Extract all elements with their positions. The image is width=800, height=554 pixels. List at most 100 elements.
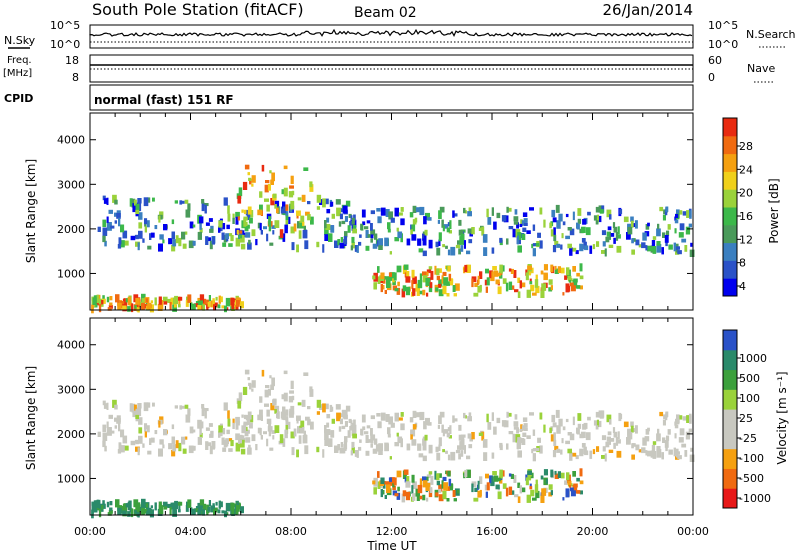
data-cell bbox=[187, 203, 191, 211]
data-cell bbox=[381, 490, 385, 495]
data-cell bbox=[529, 472, 531, 481]
data-cell bbox=[264, 198, 269, 202]
data-cell bbox=[255, 444, 258, 451]
data-cell bbox=[608, 449, 614, 453]
data-cell bbox=[178, 442, 182, 452]
data-cell bbox=[344, 421, 348, 427]
data-cell bbox=[540, 494, 545, 503]
nsky-panel bbox=[89, 24, 694, 49]
data-cell bbox=[189, 221, 194, 229]
data-cell bbox=[238, 392, 243, 402]
data-cell bbox=[112, 399, 117, 408]
data-cell bbox=[552, 245, 557, 253]
data-cell bbox=[208, 295, 211, 302]
data-cell bbox=[487, 217, 492, 225]
data-cell bbox=[554, 265, 557, 270]
data-cell bbox=[270, 403, 275, 411]
data-cell bbox=[110, 430, 115, 434]
data-cell bbox=[511, 285, 515, 290]
data-cell bbox=[595, 220, 599, 225]
data-cell bbox=[339, 213, 343, 220]
x-tick-label: 12:00 bbox=[376, 525, 408, 538]
data-cell bbox=[523, 423, 528, 428]
data-cell bbox=[400, 218, 405, 226]
data-cell bbox=[120, 445, 125, 453]
data-cell bbox=[388, 481, 393, 486]
data-cell bbox=[282, 438, 286, 447]
x-tick-label: 00:00 bbox=[74, 525, 106, 538]
data-cell bbox=[235, 216, 239, 225]
data-cell bbox=[575, 455, 579, 460]
data-cell bbox=[479, 489, 482, 497]
data-cell bbox=[282, 201, 286, 209]
data-cell bbox=[491, 271, 494, 279]
data-cell bbox=[261, 369, 265, 377]
data-cell bbox=[202, 503, 207, 511]
data-cell bbox=[358, 446, 362, 451]
data-cell bbox=[370, 443, 373, 448]
data-cell bbox=[102, 227, 108, 236]
data-cell bbox=[185, 209, 191, 218]
data-cell bbox=[208, 423, 213, 427]
data-cell bbox=[285, 204, 289, 211]
data-cell bbox=[282, 206, 287, 214]
data-cell bbox=[185, 505, 189, 512]
data-cell bbox=[138, 212, 143, 220]
data-cell bbox=[276, 412, 279, 419]
data-cell bbox=[297, 426, 302, 434]
data-cell bbox=[531, 448, 534, 454]
data-cell bbox=[370, 439, 374, 444]
data-cell bbox=[144, 226, 147, 233]
colorbar-segment bbox=[723, 153, 737, 172]
data-cell bbox=[458, 219, 462, 226]
data-cell bbox=[572, 279, 578, 289]
data-cell bbox=[579, 490, 583, 495]
data-cell bbox=[677, 250, 682, 255]
data-cell bbox=[118, 442, 122, 450]
data-cell bbox=[204, 204, 207, 214]
data-cell bbox=[340, 208, 343, 213]
colorbar-tick-label: -25 bbox=[739, 432, 757, 445]
data-cell bbox=[562, 221, 566, 226]
data-cell bbox=[204, 408, 209, 412]
x-tick-label: 08:00 bbox=[275, 525, 307, 538]
data-cell bbox=[439, 206, 445, 213]
data-cell bbox=[206, 304, 209, 311]
data-cell bbox=[394, 207, 399, 217]
x-tick-label: 16:00 bbox=[476, 525, 508, 538]
data-cell bbox=[388, 477, 392, 482]
data-cell bbox=[223, 402, 228, 411]
data-cell bbox=[179, 200, 183, 205]
data-cell bbox=[530, 472, 534, 479]
data-cell bbox=[370, 428, 373, 436]
data-cell bbox=[652, 246, 657, 254]
data-cell bbox=[604, 248, 607, 257]
data-cell bbox=[561, 438, 564, 444]
data-cell bbox=[197, 305, 202, 311]
data-cell bbox=[291, 242, 295, 251]
data-cell bbox=[422, 494, 426, 501]
data-cell bbox=[403, 469, 409, 475]
data-cell bbox=[341, 220, 346, 225]
data-cell bbox=[501, 420, 507, 427]
data-cell bbox=[384, 442, 389, 452]
data-cell bbox=[138, 417, 143, 425]
data-cell bbox=[598, 420, 602, 428]
data-cell bbox=[505, 487, 509, 497]
data-cell bbox=[296, 415, 301, 421]
data-cell bbox=[532, 448, 536, 452]
data-cell bbox=[137, 509, 140, 518]
data-cell bbox=[548, 492, 553, 497]
data-cell bbox=[507, 207, 512, 212]
data-cell bbox=[522, 212, 528, 217]
data-cell bbox=[259, 222, 262, 231]
data-cell bbox=[428, 266, 433, 270]
data-cell bbox=[405, 491, 410, 501]
data-cell bbox=[616, 245, 622, 253]
data-cell bbox=[353, 214, 356, 221]
data-cell bbox=[411, 439, 417, 446]
data-cell bbox=[482, 439, 488, 448]
data-cell bbox=[263, 431, 267, 435]
data-cell bbox=[508, 268, 512, 272]
data-cell bbox=[159, 439, 164, 445]
